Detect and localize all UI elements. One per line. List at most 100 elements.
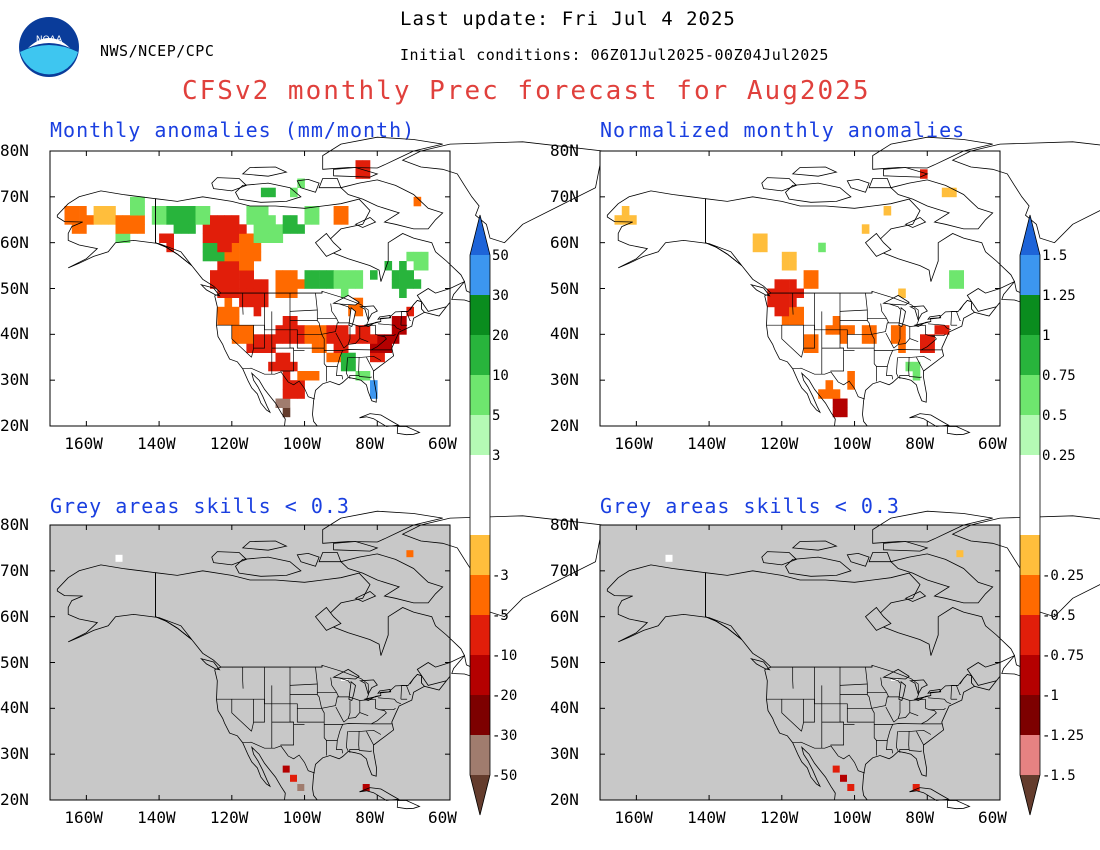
anomaly-cell (275, 361, 284, 372)
lat-label: 20N (0, 416, 29, 435)
anomaly-cell (883, 206, 892, 216)
boundary-line (338, 322, 376, 327)
boundary-line (335, 706, 345, 723)
anomaly-cell (340, 352, 349, 363)
lon-label: 160W (614, 434, 653, 453)
map-panel-anomalies-skill (49, 510, 604, 810)
anomaly-cell (224, 251, 233, 262)
anomaly-cell (231, 334, 240, 344)
anomaly-cell (333, 215, 342, 225)
anomaly-cell (355, 160, 364, 170)
boundary-line (409, 673, 425, 687)
anomaly-cell (71, 215, 80, 225)
boundary-line (400, 311, 409, 326)
anomaly-cell (399, 288, 407, 298)
boundary-line (927, 697, 952, 705)
anomaly-cell (413, 251, 422, 262)
lon-label: 80W (905, 808, 935, 827)
boundary-line (326, 366, 344, 380)
coastline-prince_wales (846, 552, 870, 567)
boundary-line (409, 299, 425, 313)
boundary-line (792, 367, 865, 400)
lat-label: 80N (0, 141, 29, 160)
colorbar-segment (1020, 695, 1040, 735)
anomaly-cell (173, 215, 182, 225)
lon-label: 160W (64, 434, 103, 453)
panel-title-anom: Monthly anomalies (mm/month) (50, 118, 416, 142)
anomaly-cell (231, 224, 240, 234)
boundary-line (323, 348, 327, 382)
boundary-line (801, 348, 804, 358)
colorbar-label: 5 (492, 408, 501, 424)
boundary-line (348, 729, 382, 735)
boundary-line (155, 198, 193, 266)
boundary-line (899, 731, 910, 753)
panel-title-anom-skill: Grey areas skills < 0.3 (50, 494, 350, 518)
last-update: Last update: Fri Jul 4 2025 (400, 8, 736, 30)
anomaly-cell (108, 206, 116, 216)
anomaly-cell (202, 224, 211, 234)
boundary-line (839, 309, 868, 312)
anomaly-cell (166, 206, 174, 216)
colorbar-label: -5 (492, 608, 509, 624)
anomaly-cell (326, 352, 334, 363)
normalized-ticks (600, 150, 1001, 427)
anomaly-cell (333, 206, 342, 216)
anomaly-cell (399, 270, 407, 280)
lon-label: 160W (64, 808, 103, 827)
anomaly-cell (377, 334, 385, 344)
colorbar-label: -0.5 (1042, 608, 1076, 624)
anomaly-cell (122, 233, 131, 243)
boundary-line (343, 338, 369, 349)
coastline-hispaniola (946, 426, 971, 436)
anomaly-cell (268, 215, 276, 225)
coastline-baffin (890, 553, 994, 604)
boundary-line (324, 723, 393, 725)
anomaly-cell (898, 325, 906, 335)
anomaly-cell (246, 325, 254, 335)
skill-patch (912, 784, 920, 791)
boundary-line (916, 731, 924, 746)
anomaly-cell (239, 325, 247, 335)
anomaly-cell (282, 380, 291, 390)
boundary-line (876, 740, 894, 754)
boundary-line (874, 349, 943, 351)
boundary-line (253, 667, 265, 723)
coastline-cuba (359, 787, 400, 801)
anomaly-cell (941, 187, 950, 198)
anomaly-cell (847, 380, 855, 390)
colorbar-label: 1.5 (1042, 248, 1068, 264)
anomaly-cell (130, 206, 138, 216)
colorbar-label: 30 (492, 288, 509, 304)
agency-name: NWS/NCEP/CPC (100, 42, 215, 60)
anomaly-cell (231, 215, 240, 225)
anomaly-cell (614, 215, 623, 225)
boundary-line (846, 708, 875, 723)
anomaly-cell (333, 325, 342, 335)
anomaly-cell (789, 279, 797, 289)
boundary-line (889, 303, 901, 310)
boundary-line (880, 303, 890, 324)
boundary-line (348, 355, 382, 361)
anomaly-cell (399, 316, 407, 326)
anomaly-cell (340, 325, 349, 335)
boundary-line (803, 667, 815, 723)
anomaly-cell (362, 160, 371, 170)
boundary-line (886, 350, 894, 367)
boundary-line (330, 303, 340, 324)
lat-label: 40N (0, 698, 29, 718)
boundary-line (406, 685, 411, 695)
coastline-ellesmere (322, 510, 443, 544)
anomaly-cell (781, 306, 790, 317)
anomaly-cell (130, 196, 138, 207)
anomaly-cell (79, 224, 87, 234)
boundary-line (896, 357, 899, 378)
anomaly-cell (246, 261, 254, 271)
lon-label: 120W (209, 808, 249, 827)
lake-2 (359, 305, 378, 322)
anomaly-cell (413, 196, 422, 207)
lat-label: 50N (0, 278, 29, 298)
lat-label: 60N (0, 232, 29, 252)
lat-label: 50N (0, 652, 29, 672)
boundary-line (916, 357, 924, 372)
